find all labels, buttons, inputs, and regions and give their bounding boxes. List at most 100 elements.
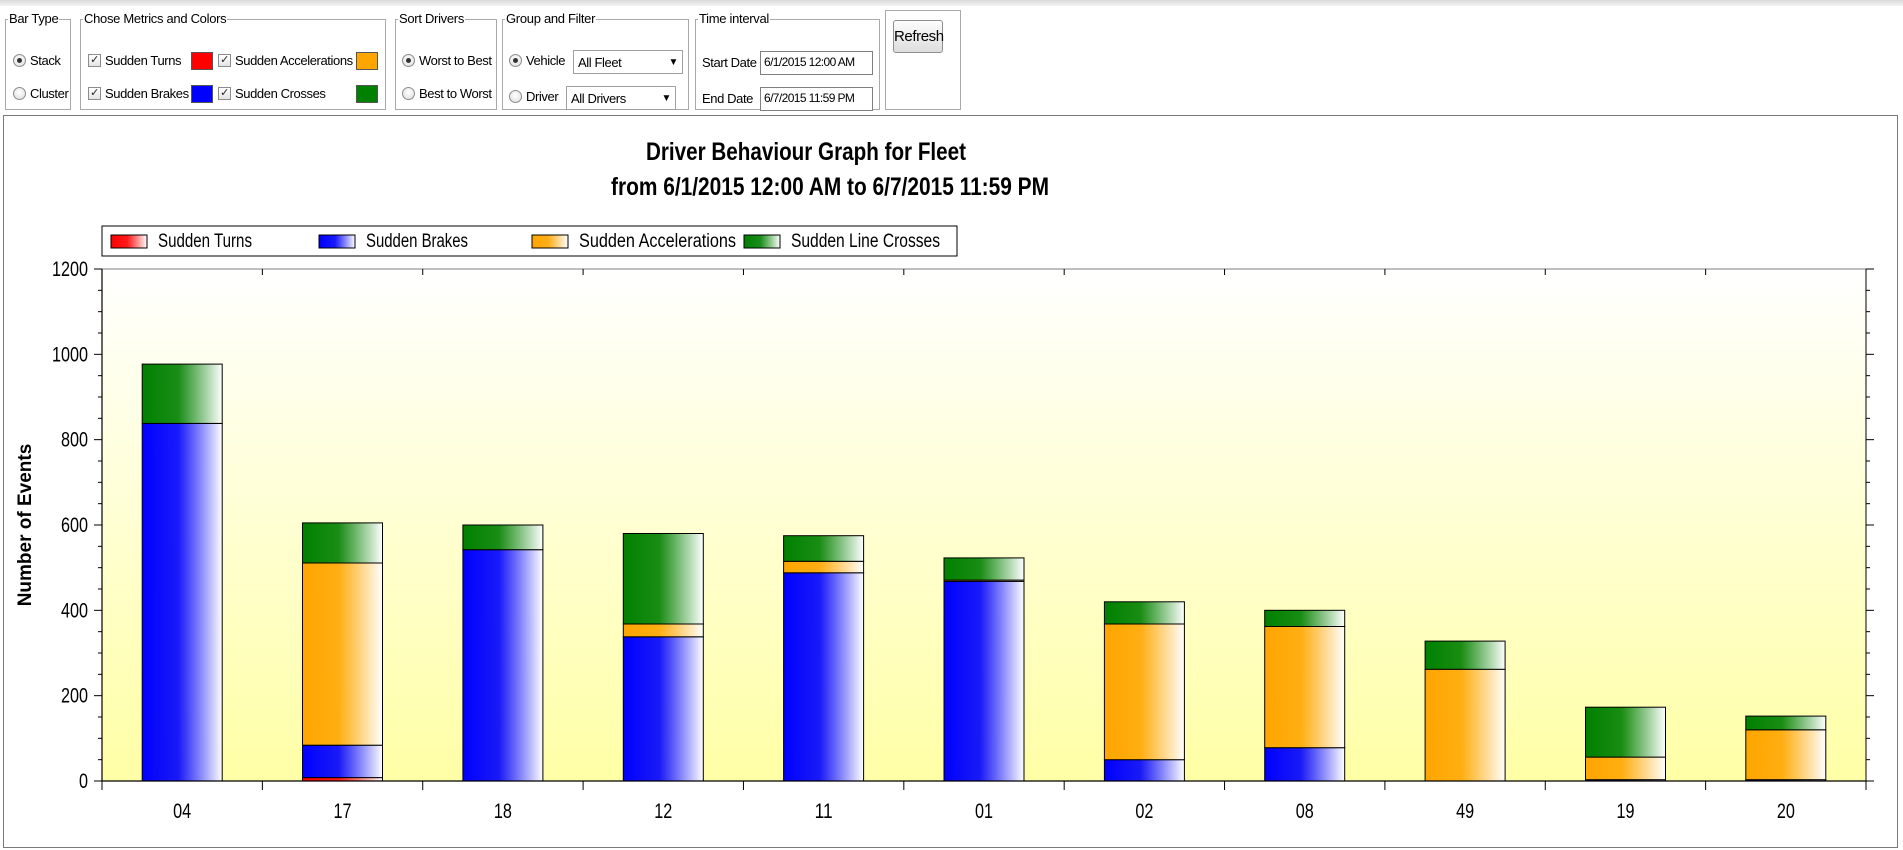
x-tick-label-17: 17 [334, 800, 352, 823]
bar-type-legend: Bar Type [9, 11, 59, 26]
chevron-down-icon: ▼ [661, 92, 672, 104]
y-tick-label: 600 [61, 514, 88, 537]
best-to-worst-label: Best to Worst [419, 86, 492, 101]
stack-label: Stack [30, 53, 61, 68]
end-date-row: End Date [702, 91, 753, 106]
x-tick-label-18: 18 [494, 800, 512, 823]
bar-49-sudden-accelerations [1424, 668, 1506, 782]
worst-to-best-label: Worst to Best [419, 53, 492, 68]
x-tick-label-08: 08 [1296, 800, 1314, 823]
bar-17-sudden-accelerations [302, 562, 383, 746]
y-tick-label: 1200 [52, 258, 88, 281]
bar-08-sudden-brakes [1264, 747, 1346, 782]
metric-sudden-brakes[interactable]: ✓ Sudden Brakes [88, 86, 189, 101]
x-tick-label-01: 01 [975, 800, 993, 823]
metric-sudden-crosses[interactable]: ✓ Sudden Crosses [218, 86, 326, 101]
cluster-radio[interactable] [13, 87, 26, 100]
sudden-accelerations-checkbox[interactable]: ✓ [218, 54, 231, 67]
y-tick-label: 800 [61, 429, 88, 452]
chart-subtitle: from 6/1/2015 12:00 AM to 6/7/2015 11:59… [611, 173, 1049, 201]
bar-11-sudden-line-crosses [783, 535, 865, 562]
x-tick-label-49: 49 [1456, 800, 1474, 823]
y-tick-label: 400 [61, 599, 88, 622]
bar-12-sudden-brakes [622, 636, 704, 782]
sudden-turns-checkbox[interactable]: ✓ [88, 54, 101, 67]
sudden-accelerations-label: Sudden Accelerations [235, 53, 353, 68]
bar-17-sudden-brakes [302, 744, 383, 779]
start-date-label: Start Date [702, 55, 757, 70]
bar-04-sudden-brakes [141, 423, 223, 782]
sudden-turns-color-swatch[interactable] [191, 52, 213, 70]
chart-legend [101, 225, 958, 257]
bar-18-sudden-line-crosses [462, 524, 544, 551]
bar-08-sudden-accelerations [1264, 626, 1346, 749]
bar-11-sudden-brakes [783, 572, 865, 782]
legend-label-sudden-accelerations: Sudden Accelerations [579, 231, 736, 252]
legend-swatch-sudden-brakes [318, 234, 356, 249]
x-tick-label-11: 11 [815, 800, 833, 823]
sudden-brakes-checkbox[interactable]: ✓ [88, 87, 101, 100]
behaviour-chart: 0 200 400 600 800 1000 1200 04 17 18 12 11 01 02 08 49 1… [15, 138, 1874, 823]
vehicle-radio[interactable] [509, 54, 522, 67]
x-tick-label-02: 02 [1135, 800, 1153, 823]
bar-01-sudden-line-crosses [943, 557, 1025, 581]
legend-swatch-sudden-accelerations [531, 234, 569, 249]
vehicle-select-value: All Fleet [578, 54, 622, 70]
bar-18-sudden-brakes [462, 549, 544, 782]
bar-20-sudden-line-crosses [1745, 715, 1827, 731]
refresh-button[interactable]: Refresh [893, 20, 944, 53]
best-to-worst-radio[interactable] [402, 87, 415, 100]
driver-radio[interactable] [509, 90, 522, 103]
cluster-label: Cluster [30, 86, 69, 101]
sudden-brakes-label: Sudden Brakes [105, 86, 189, 101]
legend-label-sudden-line-crosses: Sudden Line Crosses [791, 231, 940, 252]
bar-02-sudden-brakes [1103, 759, 1185, 782]
vehicle-select[interactable]: All Fleet ▼ [573, 50, 683, 74]
bar-12-sudden-line-crosses [622, 533, 704, 625]
y-tick-label: 1000 [52, 343, 88, 366]
x-tick-label-12: 12 [654, 800, 672, 823]
bar-type-cluster-option[interactable]: Cluster [13, 86, 69, 101]
group-filter-legend: Group and Filter [506, 11, 596, 26]
bar-08-sudden-line-crosses [1264, 609, 1346, 627]
driver-select[interactable]: All Drivers ▼ [566, 86, 676, 110]
metrics-group: Chose Metrics and Colors ✓ Sudden Turns … [80, 11, 386, 110]
bar-02-sudden-line-crosses [1103, 601, 1185, 625]
top-border [0, 0, 1903, 6]
sort-worst-to-best-option[interactable]: Worst to Best [402, 53, 492, 68]
time-interval-legend: Time interval [699, 11, 770, 26]
sudden-brakes-color-swatch[interactable] [191, 85, 213, 103]
sudden-turns-label: Sudden Turns [105, 53, 182, 68]
y-tick-label: 0 [79, 770, 88, 793]
sudden-accelerations-color-swatch[interactable] [356, 52, 378, 70]
refresh-group [885, 10, 961, 110]
metrics-legend: Chose Metrics and Colors [84, 11, 227, 26]
time-interval-group: Time interval Start Date 6/1/2015 12:00 … [695, 11, 880, 111]
vehicle-option[interactable]: Vehicle [509, 53, 566, 68]
driver-label: Driver [526, 89, 559, 104]
bar-type-stack-option[interactable]: Stack [13, 53, 61, 68]
end-date-input[interactable]: 6/7/2015 11:59 PM [760, 87, 873, 111]
stack-radio[interactable] [13, 54, 26, 67]
bar-01-sudden-brakes [943, 580, 1025, 782]
bar-type-group: Bar Type Stack Cluster [5, 11, 71, 110]
driver-option[interactable]: Driver [509, 89, 559, 104]
sudden-crosses-checkbox[interactable]: ✓ [218, 87, 231, 100]
x-tick-label-20: 20 [1777, 800, 1795, 823]
metric-sudden-accelerations[interactable]: ✓ Sudden Accelerations [218, 53, 353, 68]
end-date-label: End Date [702, 91, 754, 106]
metric-sudden-turns[interactable]: ✓ Sudden Turns [88, 53, 182, 68]
bar-02-sudden-accelerations [1103, 623, 1185, 761]
legend-swatch-sudden-turns [110, 234, 148, 249]
sudden-crosses-color-swatch[interactable] [356, 85, 378, 103]
chart-title: Driver Behaviour Graph for Fleet [646, 138, 967, 166]
bar-12-sudden-accelerations [622, 623, 704, 638]
sort-best-to-worst-option[interactable]: Best to Worst [402, 86, 492, 101]
start-date-input[interactable]: 6/1/2015 12:00 AM [760, 51, 873, 75]
legend-swatch-sudden-line-crosses [743, 234, 781, 249]
bar-19-sudden-line-crosses [1585, 706, 1666, 758]
worst-to-best-radio[interactable] [402, 54, 415, 67]
chevron-down-icon: ▼ [668, 56, 679, 68]
bar-19-sudden-accelerations [1585, 756, 1666, 781]
sort-drivers-group: Sort Drivers Worst to Best Best to Worst [395, 12, 497, 110]
